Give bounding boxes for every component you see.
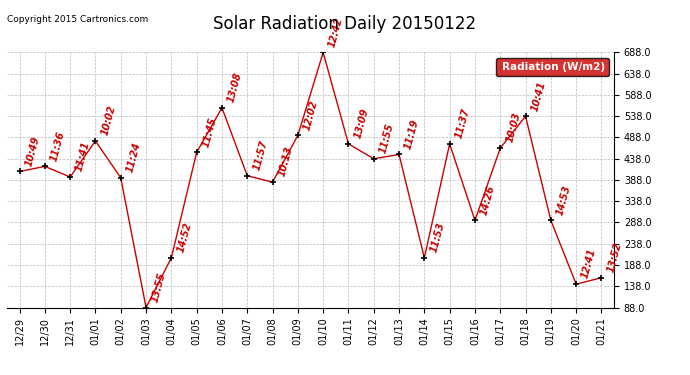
Text: 11:37: 11:37 <box>454 107 471 140</box>
Text: 10:02: 10:02 <box>99 104 117 137</box>
Text: 12:42: 12:42 <box>327 16 345 48</box>
Text: 11:36: 11:36 <box>49 130 67 162</box>
Text: 11:57: 11:57 <box>251 139 269 172</box>
Text: 13:08: 13:08 <box>226 71 244 104</box>
Text: 11:55: 11:55 <box>378 122 395 154</box>
Text: 12:41: 12:41 <box>580 248 598 280</box>
Text: 11:45: 11:45 <box>201 116 219 148</box>
Text: 13:09: 13:09 <box>353 107 371 140</box>
Text: 11:24: 11:24 <box>125 141 143 174</box>
Text: Solar Radiation Daily 20150122: Solar Radiation Daily 20150122 <box>213 15 477 33</box>
Text: 10:13: 10:13 <box>277 146 295 178</box>
Text: 11:19: 11:19 <box>403 118 421 150</box>
Text: 10:41: 10:41 <box>530 80 547 112</box>
Text: 11:53: 11:53 <box>428 221 446 254</box>
Text: 10:49: 10:49 <box>23 135 41 167</box>
Text: 14:52: 14:52 <box>175 221 193 254</box>
Text: 12:02: 12:02 <box>302 99 319 131</box>
Text: 14:26: 14:26 <box>479 184 497 216</box>
Text: 14:53: 14:53 <box>555 184 573 216</box>
Text: 11:41: 11:41 <box>75 141 92 173</box>
Text: Copyright 2015 Cartronics.com: Copyright 2015 Cartronics.com <box>7 15 148 24</box>
Text: 13:55: 13:55 <box>150 271 168 303</box>
Text: 13:52: 13:52 <box>606 241 623 274</box>
Legend: Radiation (W/m2): Radiation (W/m2) <box>496 58 609 76</box>
Text: 10:03: 10:03 <box>504 111 522 144</box>
